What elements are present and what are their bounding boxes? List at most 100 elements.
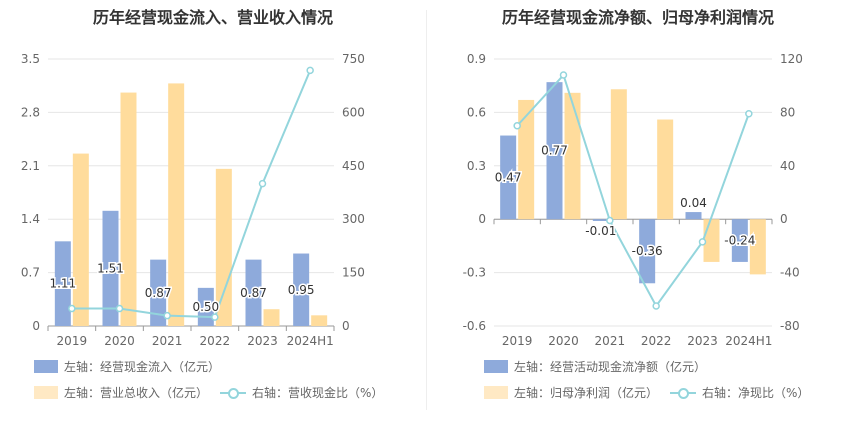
legend-label: 左轴：经营现金流入（亿元） <box>64 360 221 374</box>
right-tick-label: -40 <box>780 266 800 280</box>
bar-data-label: 0.50 <box>192 300 219 314</box>
right-tick-label: 0 <box>342 319 350 333</box>
right-tick-label: 150 <box>342 266 365 280</box>
ratio-line <box>516 73 750 308</box>
left-tick-label: 0 <box>478 212 486 226</box>
x-tick-label: 2024H1 <box>725 334 772 348</box>
right-tick-label: 120 <box>780 52 803 66</box>
line-point <box>68 304 76 313</box>
x-tick-label: 2024H1 <box>287 334 334 348</box>
line-point <box>652 302 660 310</box>
line-point <box>258 179 267 188</box>
chart-title: 历年经营现金流净额、归母净利润情况 <box>501 8 774 27</box>
legend-item-3[interactable]: 右轴：净现比（%） <box>670 384 809 401</box>
bar <box>610 89 627 220</box>
x-tick-label: 2021 <box>152 334 183 348</box>
bar <box>263 309 280 326</box>
right-tick-label: 0 <box>780 212 788 226</box>
left-tick-label: 0.3 <box>467 159 486 173</box>
legend-item-2[interactable]: 左轴：营业总收入（亿元） <box>34 384 208 401</box>
bar <box>518 99 535 220</box>
left-tick-label: 3.5 <box>21 52 40 66</box>
legend-item-1[interactable]: 左轴：经营活动现金流净额（亿元） <box>484 358 706 375</box>
legend-label: 右轴：净现比（%） <box>702 386 810 400</box>
line-point <box>513 122 521 130</box>
line-point <box>559 71 568 79</box>
bar-data-label: 0.87 <box>240 286 267 300</box>
legend-line-icon <box>670 386 696 399</box>
left-tick-label: 1.4 <box>21 212 40 226</box>
bar <box>749 219 766 275</box>
bar-data-label: 0.77 <box>541 144 568 158</box>
bar-data-label: 1.11 <box>49 277 76 291</box>
right-tick-label: -80 <box>780 319 800 333</box>
bar-data-label: 0.87 <box>145 286 172 300</box>
legend-line-icon <box>220 386 246 399</box>
line-point <box>211 313 219 321</box>
bar <box>685 212 702 220</box>
left-tick-label: -0.6 <box>463 319 486 333</box>
line-point <box>745 109 753 118</box>
line-point <box>163 311 171 320</box>
legend-label: 左轴：经营活动现金流净额（亿元） <box>514 360 707 374</box>
bar-data-label: -0.01 <box>585 224 616 238</box>
bar-data-label: 0.95 <box>288 283 315 297</box>
left-tick-label: 0.9 <box>467 52 486 66</box>
right-tick-label: 40 <box>780 159 795 173</box>
ratio-line <box>71 70 312 319</box>
line-point <box>306 66 314 75</box>
bar <box>500 135 517 220</box>
line-point <box>606 216 614 225</box>
legend-swatch <box>34 360 58 373</box>
bar <box>592 219 609 221</box>
bar <box>293 253 310 326</box>
bar <box>657 119 674 220</box>
bar <box>215 168 232 326</box>
left-tick-label: 0.6 <box>467 105 486 119</box>
x-tick-label: 2019 <box>502 334 533 348</box>
left-chart-svg: 0 0.7 1.4 2.1 2.8 3.5 0 150 300 450 600 750 2019 2020… <box>21 52 365 348</box>
x-tick-label: 2022 <box>200 334 231 348</box>
bar <box>639 219 656 284</box>
bar <box>102 210 119 326</box>
left-tick-label: 0 <box>32 319 40 333</box>
chart-title: 历年经营现金流入、营业收入情况 <box>92 8 333 27</box>
x-tick-label: 2019 <box>57 334 88 348</box>
legend-item-2[interactable]: 左轴：归母净利润（亿元） <box>484 384 658 401</box>
legend-label: 左轴：营业总收入（亿元） <box>64 386 209 400</box>
x-tick-label: 2022 <box>641 334 672 348</box>
x-tick-label: 2023 <box>247 334 278 348</box>
legend-label: 左轴：归母净利润（亿元） <box>514 386 659 400</box>
left-chart-panel: 历年经营现金流入、营业收入情况 0 0.7 1.4 2.1 2.8 3.5 0 150 300 4… <box>21 8 384 401</box>
legend-label: 右轴：营收现金比（%） <box>252 386 384 400</box>
bar <box>311 315 328 326</box>
bar-data-label: -0.36 <box>632 244 663 258</box>
bar-data-label: 1.51 <box>97 261 124 275</box>
x-tick-label: 2021 <box>595 334 626 348</box>
left-tick-label: 2.8 <box>21 105 40 119</box>
bar <box>546 82 563 220</box>
legend-item-1[interactable]: 左轴：经营现金流入（亿元） <box>34 358 220 375</box>
bar <box>564 92 581 220</box>
x-tick-label: 2020 <box>548 334 579 348</box>
right-tick-label: 750 <box>342 52 365 66</box>
bar-data-label: 0.04 <box>680 196 707 210</box>
right-tick-label: 450 <box>342 159 365 173</box>
legend-swatch <box>484 386 508 399</box>
bar-data-label: 0.47 <box>495 170 522 184</box>
line-point <box>115 304 124 313</box>
legend-swatch <box>34 386 58 399</box>
left-tick-label: -0.3 <box>463 266 486 280</box>
right-tick-label: 300 <box>342 212 365 226</box>
bar <box>120 92 137 327</box>
panel-divider <box>426 10 427 410</box>
bar <box>731 219 748 262</box>
legend-item-3[interactable]: 右轴：营收现金比（%） <box>220 384 383 401</box>
right-tick-label: 600 <box>342 105 365 119</box>
left-tick-label: 0.7 <box>21 266 40 280</box>
right-chart-svg: -0.6 -0.3 0 0.3 0.6 0.9 -80 -40 0 40 80 120 2019 2020… <box>463 52 803 348</box>
bar <box>168 83 185 326</box>
bar <box>245 259 262 326</box>
bar <box>150 259 167 326</box>
x-tick-label: 2023 <box>687 334 718 348</box>
